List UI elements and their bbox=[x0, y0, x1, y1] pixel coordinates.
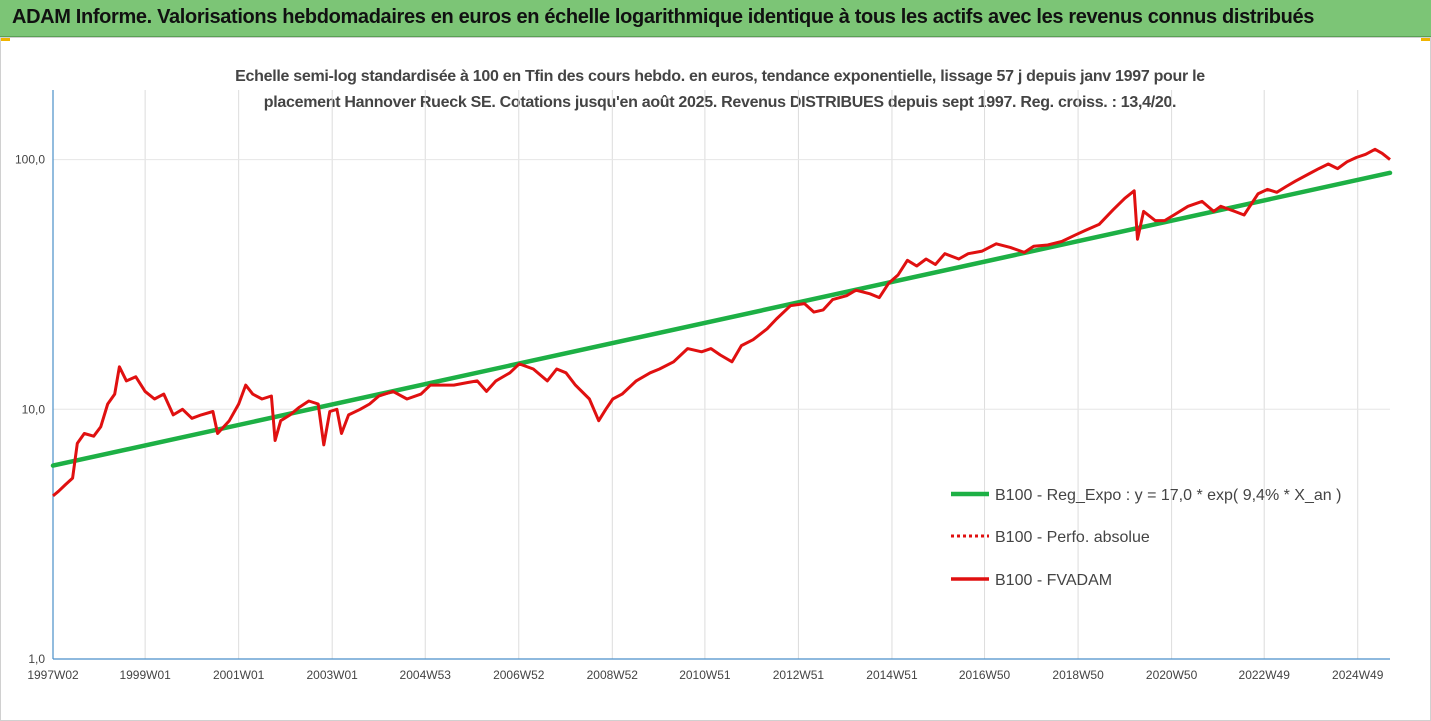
x-tick-labels: 1997W02 1999W01 2001W01 2003W01 2004W53 2006W… bbox=[27, 668, 1383, 682]
title-banner: ADAM Informe. Valorisations hebdomadaire… bbox=[0, 0, 1431, 37]
x-tick-label: 2016W50 bbox=[959, 668, 1011, 682]
x-tick-label: 2018W50 bbox=[1052, 668, 1104, 682]
x-tick-label: 1997W02 bbox=[27, 668, 79, 682]
legend-label: B100 - Reg_Expo : y = 17,0 * exp( 9,4% *… bbox=[995, 487, 1341, 504]
x-tick-label: 2001W01 bbox=[213, 668, 265, 682]
page-title: ADAM Informe. Valorisations hebdomadaire… bbox=[12, 6, 1315, 28]
y-tick-label: 1,0 bbox=[28, 652, 45, 666]
y-tick-label: 100,0 bbox=[15, 153, 45, 167]
x-tick-label: 1999W01 bbox=[119, 668, 171, 682]
legend: B100 - Reg_Expo : y = 17,0 * exp( 9,4% *… bbox=[951, 487, 1341, 589]
x-tick-label: 2012W51 bbox=[773, 668, 825, 682]
x-tick-label: 2020W50 bbox=[1146, 668, 1198, 682]
x-tick-label: 2014W51 bbox=[866, 668, 918, 682]
axes bbox=[52, 90, 1390, 660]
series-line-fvadam bbox=[52, 147, 1391, 498]
chart-title-line-2: placement Hannover Rueck SE. Cotations j… bbox=[263, 94, 1177, 111]
corner-marker-right bbox=[1421, 37, 1431, 41]
x-tick-label: 2003W01 bbox=[306, 668, 358, 682]
chart-title-line-1: Echelle semi-log standardisée à 100 en T… bbox=[235, 68, 1205, 85]
x-tick-label: 2024W49 bbox=[1332, 668, 1384, 682]
y-tick-labels: 1,0 10,0 100,0 bbox=[15, 153, 45, 666]
grid-lines bbox=[53, 90, 1390, 659]
x-tick-label: 2004W53 bbox=[400, 668, 452, 682]
series-lines bbox=[50, 147, 1393, 498]
chart-title: Echelle semi-log standardisée à 100 en T… bbox=[150, 64, 1290, 116]
legend-label: B100 - Perfo. absolue bbox=[995, 529, 1150, 546]
series-line-trend bbox=[50, 170, 1393, 468]
x-tick-label: 2006W52 bbox=[493, 668, 545, 682]
y-tick-label: 10,0 bbox=[22, 402, 46, 416]
x-tick-label: 2022W49 bbox=[1239, 668, 1291, 682]
legend-label: B100 - FVADAM bbox=[995, 572, 1112, 589]
corner-marker-left bbox=[0, 37, 10, 41]
x-tick-label: 2010W51 bbox=[679, 668, 731, 682]
x-tick-label: 2008W52 bbox=[587, 668, 639, 682]
